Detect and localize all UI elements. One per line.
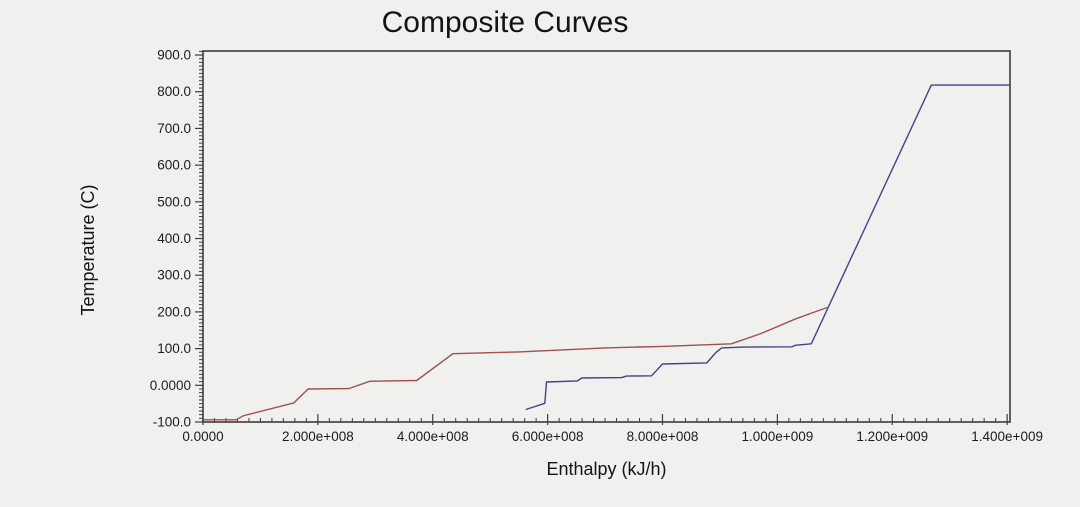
chart-title: Composite Curves <box>381 6 629 39</box>
y-tick-label: 700.0 <box>157 121 191 136</box>
y-tick-label: 800.0 <box>157 84 191 99</box>
y-tick-label: 300.0 <box>157 268 191 283</box>
cold-composite-curve <box>525 84 1010 411</box>
y-tick-label: 500.0 <box>157 194 191 209</box>
y-tick-label: 900.0 <box>157 48 191 63</box>
x-tick-label: 1.400e+009 <box>971 429 1043 444</box>
plot-border <box>202 50 1011 423</box>
y-tick-label: -100.0 <box>153 415 191 430</box>
y-tick-label: 600.0 <box>157 158 191 173</box>
x-tick-label: 4.000e+008 <box>397 429 469 444</box>
x-tick-label: 2.000e+008 <box>282 429 354 444</box>
x-tick-label: 0.0000 <box>182 429 223 444</box>
y-tick-label: 200.0 <box>157 304 191 319</box>
y-tick-label: 400.0 <box>157 231 191 246</box>
x-tick-label: 6.000e+008 <box>512 429 584 444</box>
x-tick-label: 1.000e+009 <box>742 429 814 444</box>
x-axis-title: Enthalpy (kJ/h) <box>546 459 667 479</box>
y-tick-label: 0.0000 <box>150 378 191 393</box>
x-tick-label: 8.000e+008 <box>627 429 699 444</box>
x-tick-label: 1.200e+009 <box>856 429 928 444</box>
hot-composite-curve <box>203 306 828 421</box>
y-tick-label: 100.0 <box>157 341 191 356</box>
